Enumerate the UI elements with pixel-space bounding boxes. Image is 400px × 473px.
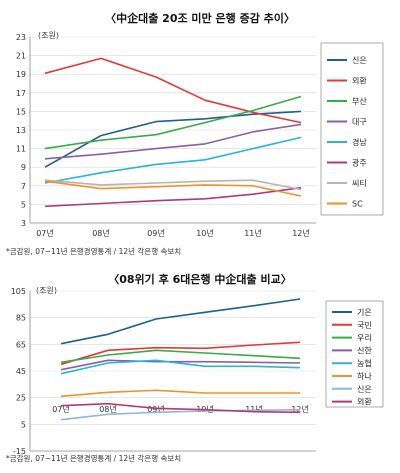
legend-label: 신은: [352, 56, 367, 65]
legend-label: 외환: [357, 397, 372, 407]
legend-label: SC: [352, 200, 363, 209]
y-tick-label: 5: [21, 200, 26, 209]
series-line-신은: [60, 408, 301, 421]
y-tick-label: 21: [16, 52, 26, 61]
legend-box: [325, 300, 384, 408]
series-line-경남: [44, 136, 302, 184]
chart-title: 〈中企대출 20조 미만 은행 증감 추이〉: [105, 11, 295, 25]
unit-label: (조원): [38, 31, 59, 40]
x-tick-label: 12년: [292, 228, 310, 238]
x-tick-label: 07년: [52, 404, 70, 414]
series-line-기은: [60, 298, 301, 345]
x-tick-label: 08년: [99, 404, 117, 414]
unit-label: (조원): [36, 286, 57, 295]
legend-label: 기은: [357, 308, 372, 317]
legend-label: 경남: [352, 137, 367, 147]
y-tick-label: 19: [16, 70, 26, 79]
chart-title: 〈08위기 후 6대은행 中企대출 비교〉: [108, 272, 291, 286]
series-line-외환: [44, 57, 302, 124]
legend-label: 농협: [357, 358, 372, 368]
legend-box: [320, 42, 384, 216]
y-tick-label: 45: [16, 367, 26, 376]
y-tick-label: 7: [21, 182, 26, 191]
legend-label: 씨티: [352, 179, 367, 188]
legend-label: 외환: [352, 76, 367, 86]
y-tick-label: 85: [16, 314, 26, 323]
x-tick-label: 11년: [244, 228, 262, 238]
series-line-국민: [60, 341, 301, 366]
series-line-하나: [60, 389, 300, 398]
series-line-씨티: [44, 179, 302, 191]
series-line-SC: [44, 180, 302, 197]
series-line-부산: [44, 95, 302, 150]
x-tick-label: 07년: [36, 228, 54, 238]
y-tick-label: 15: [16, 107, 26, 116]
x-tick-label: 10년: [196, 228, 214, 238]
y-tick-label: -15: [13, 447, 26, 456]
legend-label: 대구: [352, 118, 367, 127]
y-tick-label: 9: [21, 163, 26, 172]
source-note: *금감원, 07~11년 은행경영통계 / 12년 각은행 속보치: [6, 246, 181, 256]
series-line-신한: [60, 359, 301, 371]
legend-label: 부산: [352, 96, 367, 106]
x-tick-label: 08년: [92, 228, 110, 238]
x-tick-label: 09년: [147, 228, 165, 238]
source-note: *금감원, 07~11년 은행경영통계 / 12년 각은행 속보치: [6, 453, 181, 463]
legend-label: 우리: [357, 334, 372, 343]
series-line-광주: [44, 186, 302, 208]
series-line-대구: [44, 123, 302, 160]
y-tick-label: 3: [21, 219, 26, 228]
y-tick-label: 17: [16, 89, 26, 98]
legend-label: 광주: [352, 158, 367, 168]
series-line-우리: [60, 349, 301, 364]
series-line-농협: [60, 359, 301, 375]
y-tick-label: 25: [16, 394, 26, 403]
series-line-신은: [44, 110, 302, 168]
y-tick-label: 13: [16, 126, 26, 135]
series-line-외환: [60, 402, 301, 414]
y-tick-label: 65: [16, 340, 26, 349]
y-tick-label: 11: [16, 145, 26, 154]
chart-2: 〈08위기 후 6대은행 中企대출 비교〉 (조원) -15 5 25 45 65 85 105…: [6, 272, 384, 463]
x-tick-label: 11년: [245, 404, 263, 414]
legend-label: 신한: [357, 346, 372, 355]
legend-label: 국민: [357, 320, 372, 330]
legend-label: 신은: [357, 385, 372, 394]
legend-label: 하나: [357, 371, 372, 381]
chart-1: 〈中企대출 20조 미만 은행 증감 추이〉 (조원) 3 5 7 9 11 13 15 17 19…: [6, 11, 384, 256]
y-tick-label: 5: [21, 420, 26, 429]
y-tick-label: 105: [11, 287, 26, 296]
x-tick-label: 12년: [291, 404, 309, 414]
y-tick-label: 23: [16, 33, 26, 42]
